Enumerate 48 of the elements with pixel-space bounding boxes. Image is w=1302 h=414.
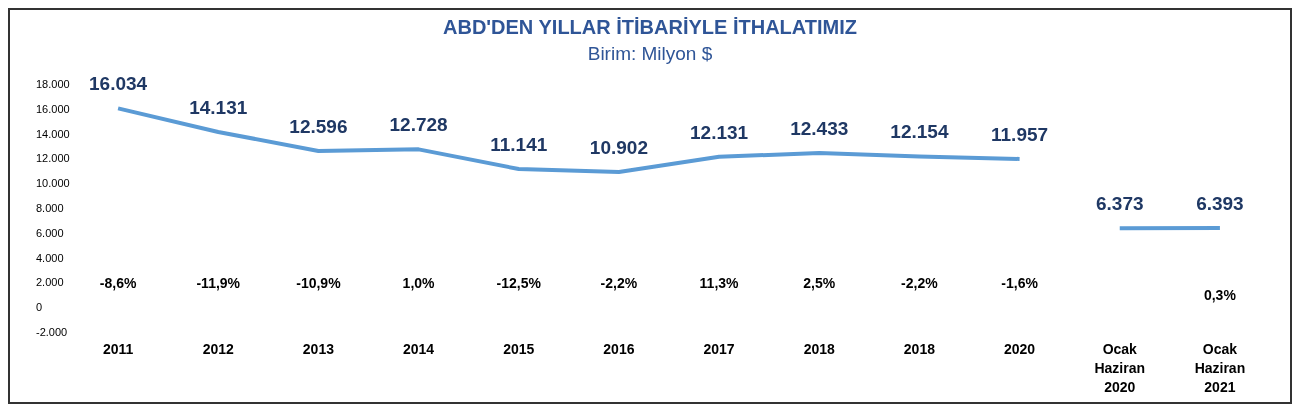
annotation: 0,3% — [1203, 287, 1236, 303]
y-tick-label: 4.000 — [36, 251, 64, 264]
y-tick-label: 18.000 — [36, 77, 70, 90]
x-tick-label: 2017 — [703, 341, 735, 357]
y-tick-label: 8.000 — [36, 201, 64, 214]
x-tick-label: 2014 — [403, 341, 435, 357]
data-label: 11.141 — [490, 134, 548, 156]
x-tick-label: 2013 — [302, 341, 335, 357]
annotation: 11,3% — [699, 275, 739, 291]
chart-subtitle: Birim: Milyon $ — [586, 43, 714, 65]
data-label: 12.154 — [890, 121, 949, 143]
data-label: 12.596 — [289, 116, 348, 138]
data-label: 14.131 — [189, 96, 248, 118]
y-tick-label: 0 — [36, 301, 43, 314]
chart-title: ABD'DEN YILLAR İTİBARİYLE İTHALATIMIZ — [442, 16, 858, 39]
annotation: -10,9% — [296, 275, 341, 291]
data-label: 6.393 — [1196, 192, 1244, 214]
annotation: -2,2% — [600, 275, 638, 291]
y-tick-label: 2.000 — [36, 276, 64, 289]
data-label: 12.131 — [690, 121, 749, 143]
annotation: -11,9% — [196, 275, 241, 291]
y-tick-label: -2.000 — [36, 325, 68, 338]
data-label: 11.957 — [991, 123, 1049, 145]
annotation: -12,5% — [496, 275, 541, 291]
y-tick-label: 12.000 — [36, 152, 70, 165]
data-label: 10.902 — [589, 137, 648, 159]
annotation: -2,2% — [901, 275, 938, 291]
y-tick-label: 6.000 — [36, 226, 64, 239]
y-tick-label: 14.000 — [36, 127, 70, 140]
x-tick-label: 2011 — [102, 341, 134, 357]
x-tick-label: 2018 — [903, 341, 936, 357]
y-tick-label: 10.000 — [36, 177, 70, 190]
x-tick-label: Ocak Haziran 2021 — [1194, 341, 1246, 395]
x-tick-label: 2016 — [603, 341, 635, 357]
x-tick-label: 2020 — [1004, 341, 1036, 357]
data-label: 6.373 — [1095, 193, 1144, 215]
data-label: 16.034 — [89, 73, 148, 95]
annotation: 1,0% — [402, 275, 435, 291]
data-label: 12.728 — [389, 114, 448, 136]
x-tick-label: Ocak Haziran 2020 — [1094, 341, 1146, 395]
x-tick-label: 2018 — [803, 341, 836, 357]
x-tick-label: 2012 — [202, 341, 235, 357]
annotation: 2,5% — [803, 275, 836, 291]
y-tick-label: 16.000 — [36, 102, 70, 115]
annotation: -1,6% — [1001, 275, 1038, 291]
data-label: 12.433 — [790, 118, 849, 140]
x-tick-label: 2015 — [503, 341, 535, 357]
annotation: -8,6% — [99, 275, 137, 291]
